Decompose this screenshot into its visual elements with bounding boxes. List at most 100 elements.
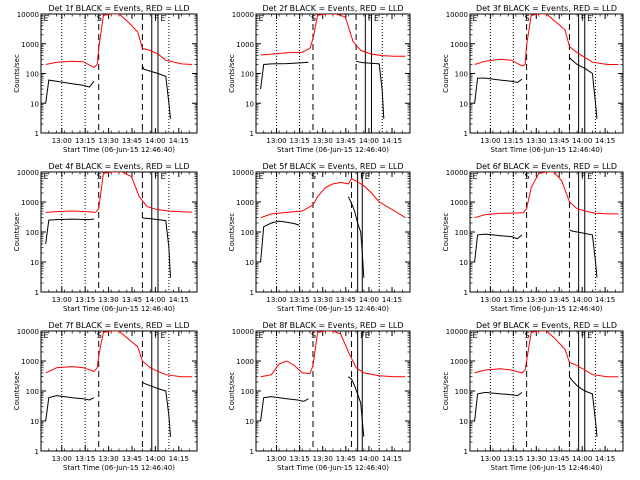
y-tick-label: 1000 (450, 41, 468, 49)
plot-frame (255, 330, 411, 452)
y-tick-label: 1000 (450, 199, 468, 207)
x-tick-label: 14:15 (595, 137, 615, 145)
marker-label: F (154, 331, 159, 340)
y-tick-label: 100 (241, 229, 254, 237)
series-lld-line (260, 178, 406, 219)
series-events-line (142, 217, 171, 278)
marker-label: E (161, 14, 166, 23)
marker-label: F (154, 172, 159, 181)
y-tick-label: 10 (459, 418, 468, 426)
x-tick-label: 13:30 (313, 455, 333, 463)
x-axis-label: Start Time (06-Jun-15 12:46:40) (277, 464, 389, 472)
series-events-line (347, 196, 365, 278)
marker-label: E (44, 14, 49, 23)
x-tick-label: 14:00 (572, 137, 592, 145)
x-axis-label: Start Time (06-Jun-15 12:46:40) (63, 464, 175, 472)
y-tick-label: 100 (455, 229, 468, 237)
series-lld-line (45, 14, 193, 69)
y-tick-label: 1 (35, 130, 39, 138)
x-tick-label: 14:15 (169, 137, 189, 145)
y-tick-label: 10000 (446, 11, 468, 19)
y-axis-label: Counts/sec (13, 372, 21, 411)
plot-panel-6: Det 6f BLACK = Events, RED = LLD 1 10 100 10… (442, 162, 624, 313)
marker-label: E (587, 14, 592, 23)
marker-label: E (473, 331, 478, 340)
y-tick-label: 1 (250, 130, 254, 138)
series-lld-line (474, 14, 619, 67)
x-tick-label: 13:00 (266, 137, 286, 145)
marker-label: F (154, 14, 159, 23)
y-tick-label: 10000 (446, 169, 468, 177)
marker-label: E (587, 331, 592, 340)
plot-panel-3: Det 3f BLACK = Events, RED = LLD 1 10 100 10… (442, 4, 624, 154)
y-tick-label: 1000 (236, 358, 254, 366)
y-tick-label: 1000 (21, 358, 39, 366)
marker-label: S (311, 172, 316, 181)
x-tick-label: 14:15 (595, 455, 615, 463)
series-events-line (569, 229, 598, 278)
y-tick-label: 10 (30, 418, 39, 426)
x-tick-label: 13:30 (99, 137, 119, 145)
y-tick-label: 100 (455, 388, 468, 396)
y-tick-label: 10000 (232, 11, 254, 19)
y-tick-label: 100 (26, 388, 39, 396)
y-tick-label: 1000 (21, 199, 39, 207)
x-tick-label: 13:45 (549, 296, 569, 304)
marker-label: F (360, 331, 365, 340)
series-events-line (141, 65, 171, 119)
marker-label: S (97, 14, 102, 23)
series-events-line (260, 396, 309, 422)
y-tick-label: 1000 (21, 41, 39, 49)
plot-title: Det 4f BLACK = Events, RED = LLD (48, 162, 189, 171)
y-tick-label: 10 (30, 259, 39, 267)
x-tick-label: 13:15 (503, 296, 523, 304)
y-axis-label: Counts/sec (13, 213, 21, 252)
x-tick-label: 13:00 (480, 296, 500, 304)
marker-label: E (365, 172, 370, 181)
y-tick-label: 10000 (17, 11, 39, 19)
y-tick-label: 1 (35, 448, 39, 456)
y-tick-label: 100 (241, 388, 254, 396)
marker-label: E (374, 14, 379, 23)
marker-label: F (581, 172, 586, 181)
series-events-line (474, 77, 523, 104)
series-lld-line (474, 172, 619, 219)
marker-label: F (360, 172, 365, 181)
plot-title: Det 3f BLACK = Events, RED = LLD (476, 4, 617, 13)
plot-title: Det 5f BLACK = Events, RED = LLD (262, 162, 403, 171)
y-tick-label: 10 (459, 100, 468, 108)
marker-label: S (311, 331, 316, 340)
series-events-line (45, 218, 95, 244)
marker-label: E (259, 172, 264, 181)
y-axis-label: Counts/sec (442, 54, 450, 93)
marker-label: F (581, 331, 586, 340)
series-lld-line (260, 331, 406, 378)
series-lld-line (45, 331, 193, 378)
y-tick-label: 10 (245, 100, 254, 108)
series-events-line (348, 376, 365, 437)
x-tick-label: 14:00 (145, 137, 165, 145)
marker-label: E (161, 172, 166, 181)
y-axis-label: Counts/sec (13, 54, 21, 93)
x-tick-label: 14:00 (359, 455, 379, 463)
marker-label: E (161, 331, 166, 340)
plot-panel-4: Det 4f BLACK = Events, RED = LLD 1 10 100 10… (13, 162, 198, 313)
plot-panel-2: Det 2f BLACK = Events, RED = LLD 1 10 100 10… (228, 4, 411, 154)
series-events-line (260, 220, 300, 263)
series-events-line (569, 56, 598, 119)
x-tick-label: 13:00 (52, 455, 72, 463)
y-axis-label: Counts/sec (442, 372, 450, 411)
x-tick-label: 14:00 (145, 455, 165, 463)
series-events-line (142, 381, 171, 437)
x-tick-label: 14:15 (169, 455, 189, 463)
x-tick-label: 13:15 (290, 296, 310, 304)
y-tick-label: 10000 (446, 328, 468, 336)
y-tick-label: 1 (250, 448, 254, 456)
marker-label: E (259, 331, 264, 340)
x-tick-label: 13:15 (503, 455, 523, 463)
plot-frame (469, 171, 624, 293)
series-lld-line (260, 14, 406, 57)
x-tick-label: 13:45 (122, 137, 142, 145)
y-tick-label: 10000 (17, 328, 39, 336)
